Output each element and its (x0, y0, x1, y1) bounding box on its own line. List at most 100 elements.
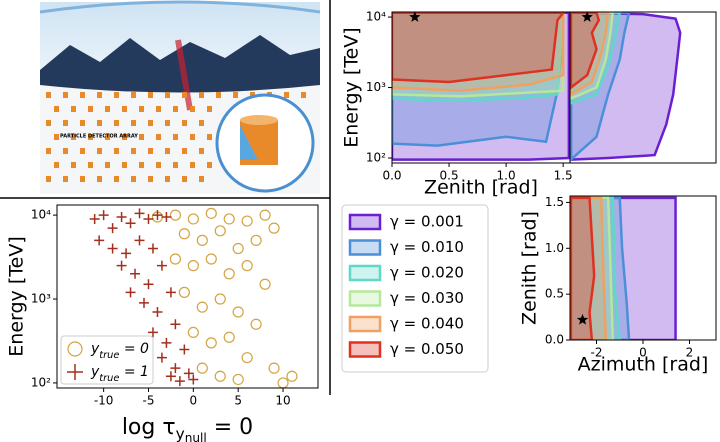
detector (284, 92, 289, 98)
label-part: y (90, 341, 100, 357)
point (170, 319, 181, 330)
point (147, 327, 158, 338)
point (187, 260, 199, 272)
detector (182, 176, 187, 182)
point (143, 213, 154, 224)
detector (46, 120, 51, 126)
detector (114, 120, 119, 126)
point (187, 326, 199, 339)
plot-area (570, 196, 677, 340)
chart (569, 11, 717, 164)
point (214, 370, 226, 382)
y-tick-label: 10² (366, 151, 386, 165)
detector (114, 176, 119, 182)
point (125, 287, 136, 298)
cherenkov (240, 125, 258, 160)
y-tick-label: 10³ (31, 292, 51, 306)
point (196, 234, 208, 246)
detector (199, 176, 204, 182)
point (183, 368, 194, 379)
detector (190, 162, 195, 168)
legend-swatch (348, 315, 382, 333)
detector (97, 176, 102, 182)
axes-frame (56, 204, 319, 389)
point (165, 371, 176, 382)
point (178, 228, 190, 240)
point (161, 337, 172, 348)
x-axis-label: Zenith [rad] (424, 177, 538, 199)
detector (97, 148, 102, 154)
y-tick-label: 10² (31, 375, 51, 389)
point (156, 352, 167, 363)
point (165, 287, 176, 298)
y-axis-label: Zenith [rad] (519, 211, 541, 325)
detector (54, 106, 59, 112)
detector (131, 120, 136, 126)
detector (139, 134, 144, 140)
detector (173, 134, 178, 140)
detector (165, 92, 170, 98)
point (223, 331, 235, 343)
detector (71, 106, 76, 112)
point (139, 297, 149, 308)
detector (156, 134, 161, 140)
point (241, 215, 253, 227)
contour-region (392, 12, 565, 102)
x-tick-label: 10 (275, 394, 290, 408)
point (241, 260, 253, 272)
point (107, 223, 118, 234)
detector (114, 92, 119, 98)
legend-swatch (348, 239, 382, 256)
detector (156, 162, 161, 168)
x-axis-label: Azimuth [rad] (578, 354, 709, 376)
point (196, 362, 208, 374)
label-part: = 1 (119, 364, 149, 380)
contour-region (392, 12, 565, 93)
detector (148, 120, 153, 126)
x-tick-label: 0.0 (382, 169, 401, 183)
y-tick-label: 0.0 (545, 333, 564, 347)
detector (156, 106, 161, 112)
point (121, 248, 132, 259)
point (134, 235, 145, 246)
point (205, 337, 217, 349)
x-tick-label: -2 (591, 346, 603, 360)
contour-region (392, 12, 565, 98)
contour-region (392, 12, 570, 161)
legend-label: γ = 0.030 (390, 289, 464, 307)
detector (88, 162, 93, 168)
detector (122, 134, 127, 140)
detector (190, 106, 195, 112)
label-part: log τ (122, 415, 176, 440)
detector (46, 176, 51, 182)
x-axis-label: log τynull = 0 (122, 415, 253, 442)
true-value-star (581, 12, 593, 22)
legend-marker (67, 341, 83, 357)
y-axis-label: Energy [TeV] (341, 27, 363, 147)
point (214, 225, 226, 237)
x-tick-label: 0 (639, 346, 647, 360)
detector (301, 92, 306, 98)
detector (182, 148, 187, 154)
point (152, 307, 163, 318)
legend-label: γ = 0.050 (390, 340, 464, 358)
detector (71, 134, 76, 140)
point (241, 352, 253, 364)
point (187, 213, 199, 225)
point (147, 243, 158, 254)
detector (139, 106, 144, 112)
detector (80, 92, 85, 98)
true-value-star (576, 313, 589, 325)
chart: 0.0 0.5 1.0 1.5 10² 10³ 10⁴ Zenith [rad] Energy … (341, 10, 573, 199)
detector (131, 148, 136, 154)
y-tick-label: 1.5 (545, 195, 564, 209)
point (130, 268, 141, 279)
legend-label: γ = 0.001 (390, 213, 464, 231)
y-axis-label: Energy [TeV] (6, 236, 28, 356)
point (161, 211, 172, 222)
point (259, 278, 271, 290)
detector (63, 120, 68, 126)
point (205, 253, 217, 265)
